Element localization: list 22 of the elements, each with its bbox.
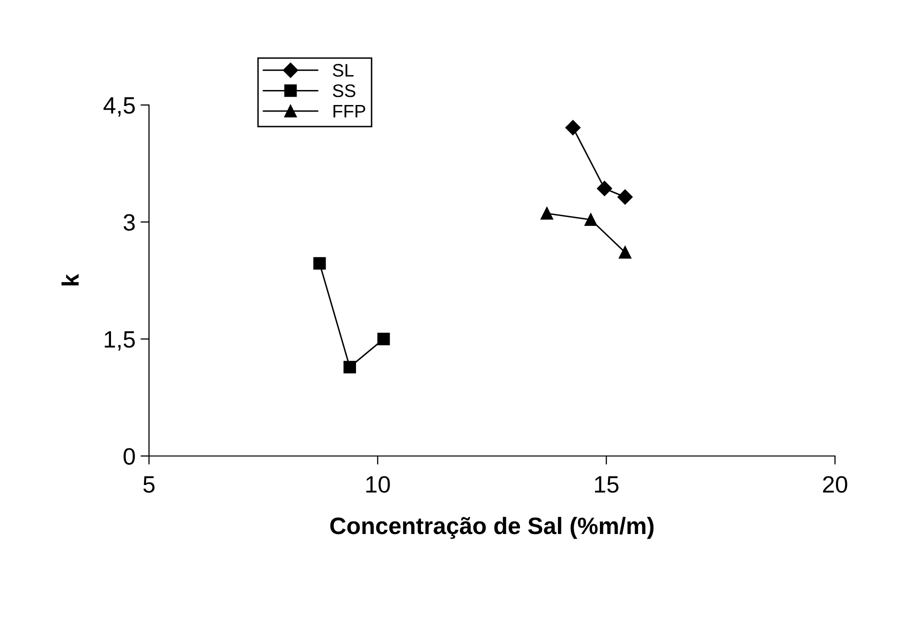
- point: [618, 246, 632, 259]
- y-axis-title: k: [62, 274, 79, 286]
- y-tick-label: 0: [124, 448, 135, 465]
- point: [540, 207, 554, 220]
- point: [618, 189, 633, 205]
- point: [377, 332, 390, 346]
- x-tick-label: 20: [823, 476, 848, 493]
- point: [584, 213, 598, 226]
- x-tick-label: 5: [143, 476, 155, 493]
- x-axis-title: Concentração de Sal (%m/m): [330, 516, 654, 539]
- point: [596, 180, 612, 196]
- y-tick-label: 3: [124, 214, 135, 231]
- legend-label: SL: [332, 64, 354, 77]
- point: [344, 360, 356, 374]
- x-tick-label: 15: [595, 476, 618, 493]
- y-tick-label: 4,5: [104, 97, 135, 117]
- point: [313, 257, 326, 270]
- legend-label: FFP: [334, 104, 366, 118]
- legend-label: SS: [332, 84, 356, 98]
- point: [565, 120, 581, 136]
- y-tick-label: 1,5: [104, 331, 135, 351]
- x-tick-label: 10: [366, 476, 390, 493]
